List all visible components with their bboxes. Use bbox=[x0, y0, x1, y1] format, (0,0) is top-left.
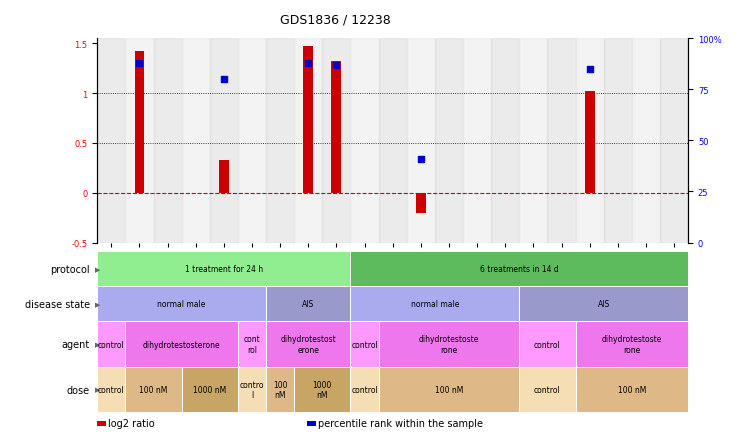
Text: control: control bbox=[98, 340, 125, 349]
Bar bbox=[519, 39, 548, 243]
Text: protocol: protocol bbox=[50, 264, 90, 274]
Bar bbox=[416, 193, 426, 213]
Text: ▶: ▶ bbox=[95, 266, 100, 272]
Text: control: control bbox=[351, 340, 378, 349]
Bar bbox=[294, 39, 322, 243]
Bar bbox=[304, 47, 313, 193]
Bar bbox=[219, 161, 229, 193]
Bar bbox=[135, 52, 144, 193]
Point bbox=[415, 156, 427, 163]
Bar bbox=[126, 39, 153, 243]
Text: 100 nM: 100 nM bbox=[435, 385, 463, 394]
Text: contro
l: contro l bbox=[240, 380, 264, 399]
Point bbox=[331, 62, 343, 69]
Text: normal male: normal male bbox=[411, 299, 459, 309]
Text: control: control bbox=[534, 385, 561, 394]
Bar bbox=[548, 39, 576, 243]
Bar bbox=[238, 39, 266, 243]
Text: cont
rol: cont rol bbox=[244, 335, 260, 354]
Text: dihydrotestoste
rone: dihydrotestoste rone bbox=[601, 335, 662, 354]
Text: 1000
nM: 1000 nM bbox=[313, 380, 332, 399]
Text: 100 nM: 100 nM bbox=[139, 385, 168, 394]
Bar bbox=[585, 92, 595, 193]
Text: agent: agent bbox=[61, 339, 90, 349]
Text: 1000 nM: 1000 nM bbox=[193, 385, 227, 394]
Text: log2 ratio: log2 ratio bbox=[108, 418, 155, 428]
Text: 1 treatment for 24 h: 1 treatment for 24 h bbox=[185, 265, 263, 274]
Point bbox=[302, 60, 314, 67]
Text: percentile rank within the sample: percentile rank within the sample bbox=[318, 418, 483, 428]
Bar bbox=[604, 39, 632, 243]
Bar bbox=[266, 39, 294, 243]
Bar bbox=[153, 39, 182, 243]
Bar bbox=[209, 39, 238, 243]
Text: 6 treatments in 14 d: 6 treatments in 14 d bbox=[480, 265, 559, 274]
Text: control: control bbox=[98, 385, 125, 394]
Bar bbox=[463, 39, 491, 243]
Point bbox=[133, 60, 145, 67]
Text: AIS: AIS bbox=[598, 299, 610, 309]
Text: ▶: ▶ bbox=[95, 301, 100, 307]
Bar bbox=[322, 39, 351, 243]
Bar bbox=[435, 39, 463, 243]
Bar bbox=[491, 39, 519, 243]
Text: dihydrotestoste
rone: dihydrotestoste rone bbox=[419, 335, 479, 354]
Bar bbox=[407, 39, 435, 243]
Text: dose: dose bbox=[67, 385, 90, 395]
Text: control: control bbox=[351, 385, 378, 394]
Text: 100 nM: 100 nM bbox=[618, 385, 646, 394]
Bar bbox=[331, 62, 341, 193]
Point bbox=[583, 66, 595, 73]
Bar bbox=[660, 39, 688, 243]
Bar bbox=[351, 39, 378, 243]
Text: GDS1836 / 12238: GDS1836 / 12238 bbox=[280, 13, 391, 26]
Bar bbox=[182, 39, 209, 243]
Text: control: control bbox=[534, 340, 561, 349]
Text: dihydrotestosterone: dihydrotestosterone bbox=[143, 340, 221, 349]
Text: ▶: ▶ bbox=[95, 387, 100, 393]
Bar bbox=[378, 39, 407, 243]
Text: AIS: AIS bbox=[302, 299, 314, 309]
Bar bbox=[97, 39, 126, 243]
Bar bbox=[632, 39, 660, 243]
Point bbox=[218, 76, 230, 83]
Text: 100
nM: 100 nM bbox=[273, 380, 287, 399]
Text: dihydrotestost
erone: dihydrotestost erone bbox=[280, 335, 336, 354]
Text: ▶: ▶ bbox=[95, 341, 100, 347]
Text: normal male: normal male bbox=[158, 299, 206, 309]
Text: disease state: disease state bbox=[25, 299, 90, 309]
Bar bbox=[576, 39, 604, 243]
